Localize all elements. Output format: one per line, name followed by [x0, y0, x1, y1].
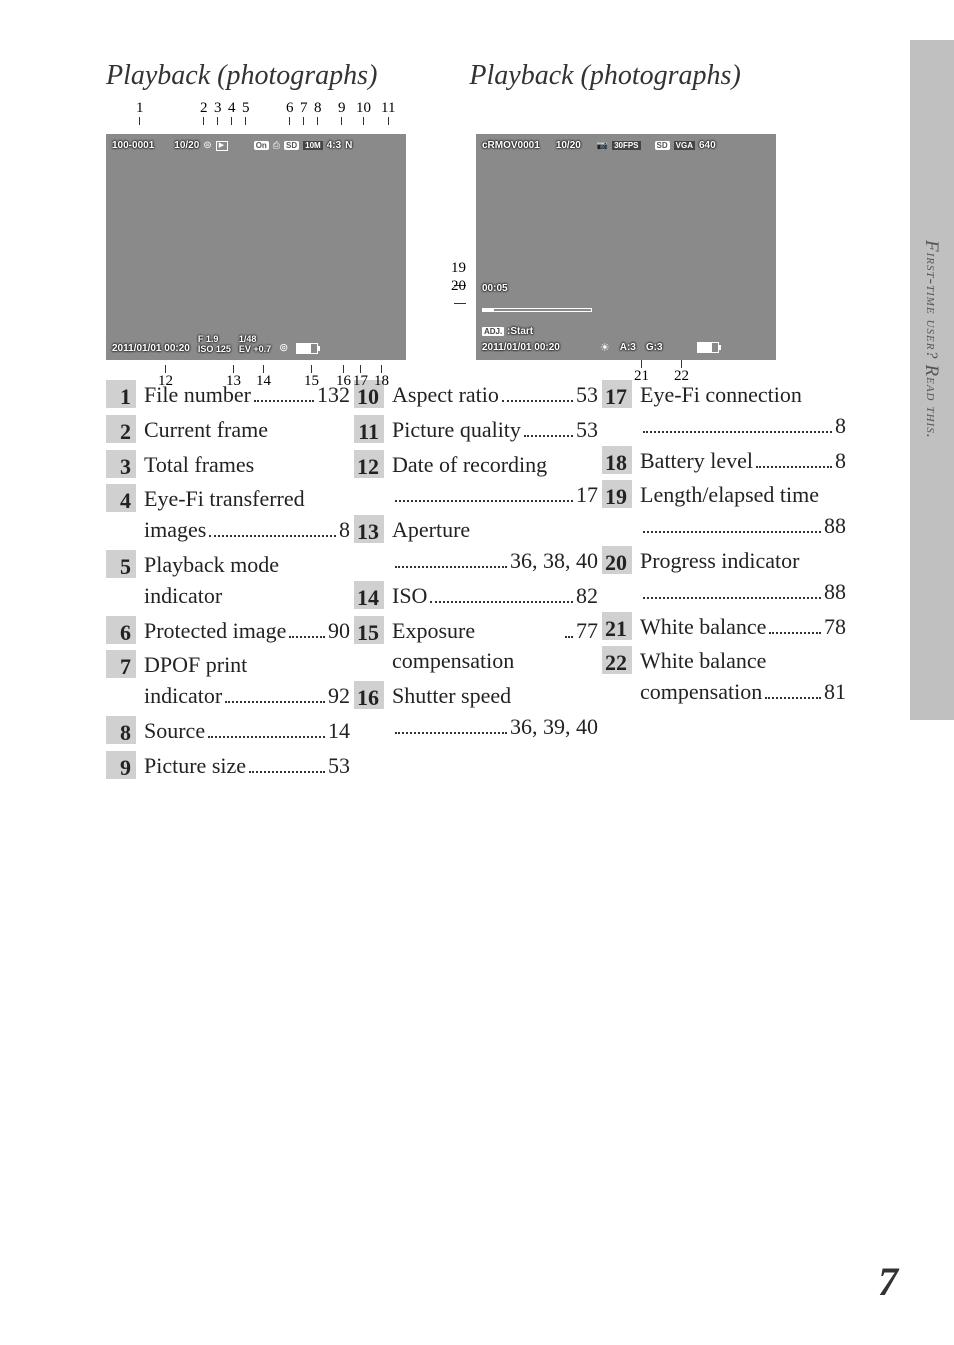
movie-date: 2011/01/01 00:20 — [482, 342, 560, 353]
start-label: :Start — [507, 326, 533, 337]
title-right: Playback (photographs) — [469, 60, 740, 92]
callout-4: 4 — [228, 100, 236, 125]
movie-size: 640 — [699, 140, 716, 151]
callout-8: 8 — [314, 100, 322, 125]
callout-21: 21 — [634, 360, 649, 385]
shutter: 1/48 — [239, 334, 257, 344]
vga-badge: VGA — [674, 141, 695, 150]
legend-item-20: 20Progress indicator88 — [602, 546, 846, 608]
wb-a: A:3 — [620, 342, 636, 353]
callout-9: 9 — [338, 100, 346, 125]
ev: EV +0.7 — [239, 344, 271, 354]
screen1-wrap: 1 2345 6789 10 11 100-0001 10/20 ⊜ On ⎙ SD 1… — [106, 100, 406, 360]
sd-badge: SD — [284, 141, 299, 150]
page-number: 7 — [878, 1258, 898, 1305]
callout-6: 6 — [286, 100, 294, 125]
elapsed-time: 00:05 — [482, 283, 508, 294]
callout-12: 12 — [158, 365, 173, 390]
legend-item-9: 9Picture size53 — [106, 751, 350, 782]
dpof-icon: ⎙ — [273, 140, 280, 151]
callout-5: 5 — [242, 100, 250, 125]
legend-item-10: 10Aspect ratio53 — [354, 380, 598, 411]
callout-16: 16 — [336, 365, 351, 390]
aperture: F 1.9 — [198, 334, 219, 344]
legend-item-21: 21White balance78 — [602, 612, 846, 643]
progress-bar — [482, 308, 592, 312]
legend-item-14: 14ISO82 — [354, 581, 598, 612]
camera-icon: 📷 — [597, 140, 608, 151]
iso: ISO 125 — [198, 344, 231, 354]
battery-icon — [296, 343, 318, 354]
callout-22: 22 — [674, 360, 689, 385]
legend-item-4: 4Eye-Fi transferredimages8 — [106, 484, 350, 546]
fps-badge: 30FPS — [612, 141, 640, 150]
legend-item-7: 7DPOF printindicator92 — [106, 650, 350, 712]
legend-item-15: 15Exposure compensation77 — [354, 616, 598, 678]
tab-label: First-time user? Read this. — [920, 240, 942, 439]
legend-item-18: 18Battery level8 — [602, 446, 846, 477]
legend-item-12: 12Date of recording17 — [354, 450, 598, 512]
legend-item-19: 19Length/elapsed time88 — [602, 480, 846, 542]
callout-2: 2 — [200, 100, 208, 125]
legend-item-8: 8Source14 — [106, 716, 350, 747]
file-number: 100-0001 — [112, 140, 154, 151]
callout-13: 13 — [226, 365, 241, 390]
callout-3: 3 — [214, 100, 222, 125]
aspect: 4:3 — [327, 140, 341, 151]
movie-frame: 10/20 — [556, 140, 581, 151]
date: 2011/01/01 00:20 — [112, 343, 190, 354]
wb-icon: ☀ — [600, 341, 610, 354]
adj-label: ADJ. — [482, 327, 504, 336]
callout-15: 15 — [304, 365, 319, 390]
size-badge: 10M — [303, 141, 323, 150]
legend-item-2: 2Current frame — [106, 415, 350, 446]
callout-7: 7 — [300, 100, 308, 125]
screen1: 100-0001 10/20 ⊜ On ⎙ SD 10M 4:3 N 2011/… — [106, 134, 406, 360]
legend-item-13: 13Aperture36, 38, 40 — [354, 515, 598, 577]
battery-icon-2 — [697, 342, 719, 353]
protected-badge: On — [254, 141, 269, 150]
legend: 1File number1322Current frame3Total fram… — [106, 380, 846, 786]
sd-badge-2: SD — [655, 141, 670, 150]
callout-18: 18 — [374, 365, 389, 390]
callout-17: 17 — [353, 365, 368, 390]
quality: N — [345, 140, 352, 151]
screen2-wrap: cRMOV0001 10/20 📷 30FPS SD VGA 640 00:05 — [476, 100, 776, 360]
legend-item-5: 5Playback modeindicator — [106, 550, 350, 612]
wb-g: G:3 — [646, 342, 663, 353]
legend-item-11: 11Picture quality53 — [354, 415, 598, 446]
legend-item-22: 22White balancecompensation81 — [602, 646, 846, 708]
movie-file: cRMOV0001 — [482, 140, 540, 151]
title-left: Playback (photographs) — [106, 60, 377, 92]
screen2: cRMOV0001 10/20 📷 30FPS SD VGA 640 00:05 — [476, 134, 776, 360]
frame-count: 10/20 — [174, 140, 199, 151]
wifi-icon: ⊜ — [203, 140, 211, 151]
legend-item-6: 6Protected image90 — [106, 616, 350, 647]
legend-item-17: 17Eye-Fi connection8 — [602, 380, 846, 442]
callout-14: 14 — [256, 365, 271, 390]
callout-20: 20 — [451, 278, 466, 312]
eyefi-icon: ⊚ — [279, 341, 288, 354]
callout-11: 11 — [381, 100, 395, 125]
callout-10: 10 — [356, 100, 371, 125]
legend-item-16: 16Shutter speed36, 39, 40 — [354, 681, 598, 743]
legend-item-3: 3Total frames — [106, 450, 350, 481]
playback-icon — [216, 141, 228, 151]
callout-1: 1 — [136, 100, 144, 125]
